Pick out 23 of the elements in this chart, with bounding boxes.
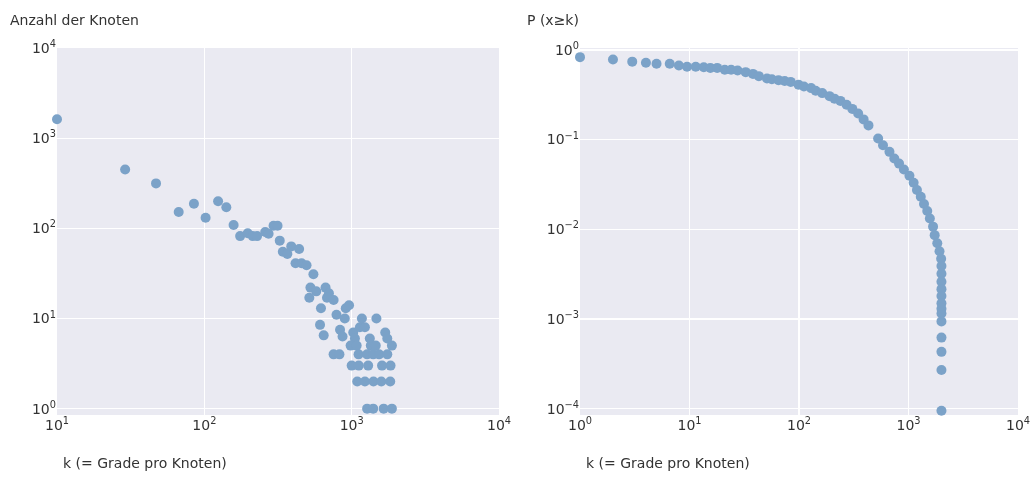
y-tick-label: 10$^{3}$ (31, 128, 56, 147)
y-tick-label: 10$^{2}$ (31, 218, 56, 237)
y-tick-label: 10$^{1}$ (31, 308, 56, 327)
y-tick-label: 10$^{0}$ (554, 39, 579, 58)
x-tick-label: 10$^{4}$ (1005, 415, 1031, 433)
x-tick-label: 10$^{2}$ (786, 415, 812, 433)
x-axis-title: k (= Grade pro Knoten) (63, 455, 227, 471)
x-tick-label: 10$^{0}$ (567, 415, 593, 433)
y-axis-title: P (x≥k) (527, 12, 579, 28)
x-tick-label: 10$^{1}$ (677, 415, 702, 433)
y-tick-label: 10$^{4}$ (31, 38, 56, 56)
y-tick-label: 10$^{−3}$ (546, 309, 579, 327)
y-axis-title: Anzahl der Knoten (10, 12, 139, 28)
x-tick-label: 10$^{1}$ (44, 415, 70, 433)
y-tick-label: 10$^{−1}$ (546, 129, 579, 148)
y-tick-label: 10$^{−4}$ (546, 398, 579, 417)
x-axis-title: k (= Grade pro Knoten) (586, 455, 750, 471)
x-tick-label: 10$^{3}$ (896, 415, 921, 433)
x-tick-label: 10$^{2}$ (192, 415, 217, 433)
x-tick-label: 10$^{4}$ (486, 415, 512, 433)
y-tick-label: 10$^{0}$ (31, 398, 56, 417)
y-tick-label: 10$^{−2}$ (546, 219, 579, 238)
x-tick-label: 10$^{3}$ (339, 415, 364, 433)
